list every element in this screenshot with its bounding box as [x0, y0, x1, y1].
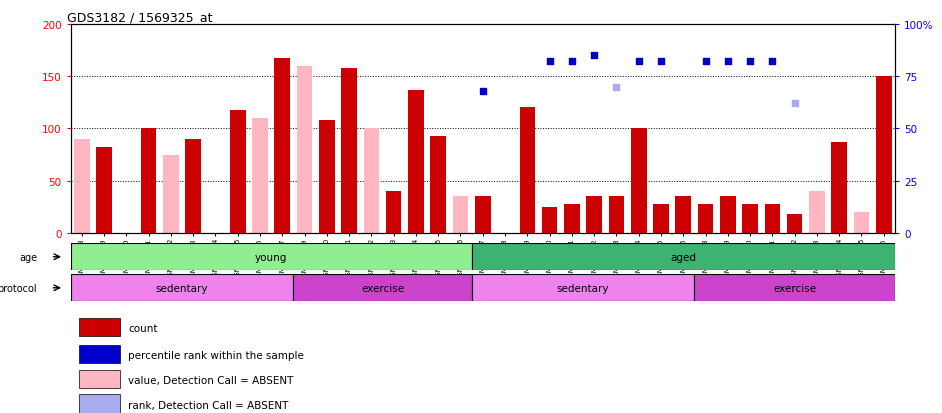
- Bar: [230, 110, 246, 233]
- Bar: [453, 197, 468, 233]
- Bar: [252, 119, 268, 233]
- Text: age: age: [19, 252, 38, 262]
- Bar: [609, 197, 625, 233]
- Text: aged: aged: [671, 252, 696, 262]
- Text: sedentary: sedentary: [557, 283, 609, 293]
- Bar: [408, 90, 424, 233]
- Text: percentile rank within the sample: percentile rank within the sample: [128, 350, 304, 360]
- Bar: [96, 148, 112, 233]
- Point: [742, 59, 757, 66]
- Bar: [720, 197, 736, 233]
- Point: [475, 88, 490, 95]
- Bar: [809, 192, 825, 233]
- Bar: [274, 59, 290, 233]
- Bar: [319, 121, 334, 233]
- Bar: [293, 275, 472, 301]
- Bar: [430, 136, 446, 233]
- Bar: [341, 69, 357, 233]
- Bar: [675, 197, 691, 233]
- Bar: [140, 129, 156, 233]
- Text: protocol: protocol: [0, 283, 38, 293]
- Bar: [163, 155, 179, 233]
- Bar: [472, 275, 694, 301]
- Text: GDS3182 / 1569325_at: GDS3182 / 1569325_at: [67, 11, 212, 24]
- Bar: [71, 275, 293, 301]
- Text: young: young: [255, 252, 287, 262]
- Point: [721, 59, 736, 66]
- Bar: [698, 204, 713, 233]
- Bar: [79, 345, 120, 363]
- Bar: [653, 204, 669, 233]
- Point: [698, 59, 713, 66]
- Point: [542, 59, 557, 66]
- Text: rank, Detection Call = ABSENT: rank, Detection Call = ABSENT: [128, 400, 288, 410]
- Bar: [297, 66, 313, 233]
- Text: sedentary: sedentary: [155, 283, 208, 293]
- Bar: [71, 244, 472, 271]
- Bar: [787, 215, 803, 233]
- Bar: [79, 370, 120, 388]
- Bar: [832, 142, 847, 233]
- Point: [587, 53, 602, 59]
- Point: [609, 84, 624, 91]
- Bar: [694, 275, 895, 301]
- Point: [564, 59, 579, 66]
- Bar: [79, 394, 120, 413]
- Bar: [564, 204, 579, 233]
- Bar: [475, 197, 491, 233]
- Point: [765, 59, 780, 66]
- Bar: [79, 318, 120, 337]
- Bar: [472, 244, 895, 271]
- Bar: [386, 192, 401, 233]
- Bar: [186, 140, 201, 233]
- Bar: [609, 197, 625, 233]
- Point: [654, 59, 669, 66]
- Text: exercise: exercise: [773, 283, 816, 293]
- Bar: [853, 212, 869, 233]
- Text: count: count: [128, 323, 158, 333]
- Bar: [74, 140, 89, 233]
- Bar: [364, 129, 380, 233]
- Bar: [742, 204, 758, 233]
- Bar: [586, 197, 602, 233]
- Bar: [876, 77, 891, 233]
- Text: value, Detection Call = ABSENT: value, Detection Call = ABSENT: [128, 375, 294, 385]
- Bar: [542, 207, 558, 233]
- Bar: [765, 204, 780, 233]
- Point: [788, 101, 803, 107]
- Bar: [520, 108, 535, 233]
- Point: [631, 59, 646, 66]
- Bar: [631, 129, 646, 233]
- Text: exercise: exercise: [361, 283, 404, 293]
